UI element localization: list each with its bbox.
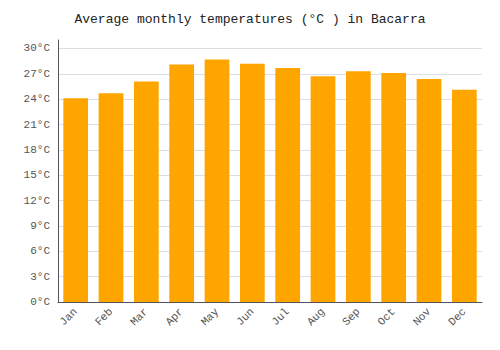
svg-text:0°C: 0°C bbox=[30, 296, 50, 308]
svg-text:Jul: Jul bbox=[269, 306, 291, 328]
svg-text:Jan: Jan bbox=[57, 306, 79, 328]
svg-text:9°C: 9°C bbox=[30, 220, 50, 232]
svg-text:30°C: 30°C bbox=[24, 42, 51, 54]
svg-text:Apr: Apr bbox=[163, 306, 185, 328]
svg-text:Sep: Sep bbox=[340, 306, 362, 328]
svg-text:Mar: Mar bbox=[128, 306, 150, 328]
svg-text:Oct: Oct bbox=[375, 306, 397, 328]
svg-text:27°C: 27°C bbox=[24, 68, 51, 80]
svg-text:Aug: Aug bbox=[305, 306, 327, 328]
svg-text:18°C: 18°C bbox=[24, 144, 51, 156]
svg-text:6°C: 6°C bbox=[30, 245, 50, 257]
svg-text:Feb: Feb bbox=[93, 306, 115, 328]
svg-text:Average monthly temperatures (: Average monthly temperatures (°C ) in Ba… bbox=[74, 12, 425, 27]
svg-text:15°C: 15°C bbox=[24, 169, 51, 181]
svg-text:24°C: 24°C bbox=[24, 93, 51, 105]
svg-text:Dec: Dec bbox=[446, 306, 468, 328]
svg-text:Jun: Jun bbox=[234, 306, 256, 328]
svg-text:3°C: 3°C bbox=[30, 271, 50, 283]
svg-text:May: May bbox=[199, 305, 222, 328]
svg-text:12°C: 12°C bbox=[24, 195, 51, 207]
svg-text:21°C: 21°C bbox=[24, 119, 51, 131]
svg-text:Nov: Nov bbox=[411, 305, 434, 328]
